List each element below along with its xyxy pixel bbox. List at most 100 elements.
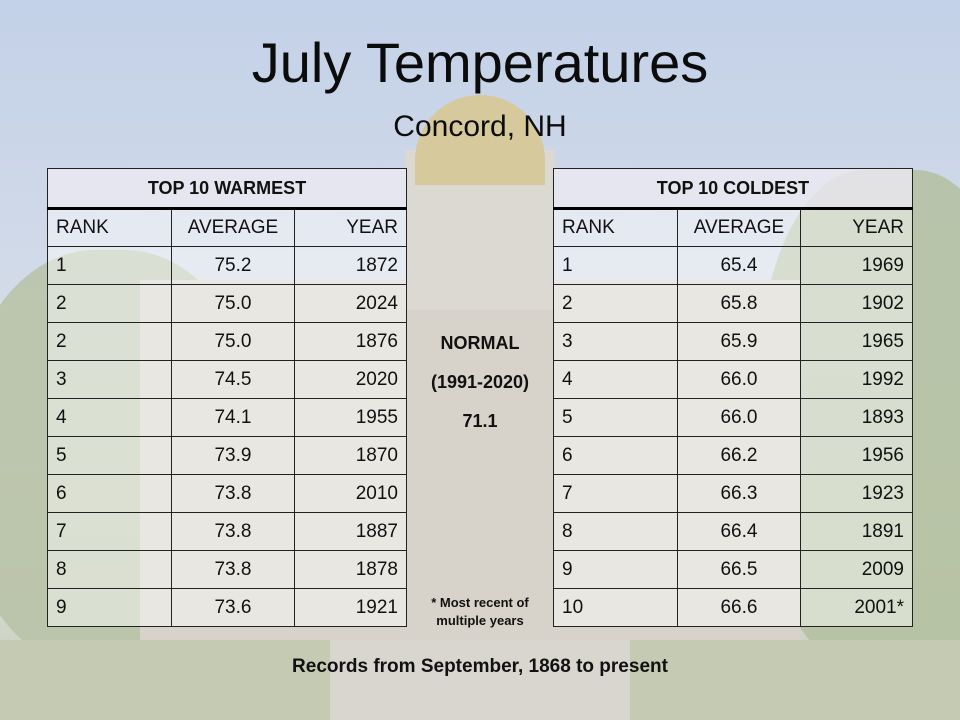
table-row: 7 66.3 1923 (553, 474, 913, 513)
rank-cell: 2 (47, 322, 172, 361)
table-row: 7 73.8 1887 (47, 512, 407, 551)
table-row: 9 73.6 1921 (47, 588, 407, 627)
average-cell: 66.0 (676, 398, 802, 437)
rank-cell: 7 (553, 474, 678, 513)
column-header-year: YEAR (294, 208, 407, 247)
year-cell: 1887 (294, 512, 407, 551)
coldest-table: TOP 10 COLDEST RANK AVERAGE YEAR 1 65.4 19… (553, 168, 913, 627)
year-cell: 1870 (294, 436, 407, 475)
rank-cell: 4 (47, 398, 172, 437)
rank-cell: 1 (47, 246, 172, 285)
normal-period: (1991-2020) (430, 372, 530, 392)
rank-cell: 10 (553, 588, 678, 627)
average-cell: 66.3 (676, 474, 802, 513)
table-row: 5 66.0 1893 (553, 398, 913, 437)
year-cell: 1969 (800, 246, 913, 285)
table-row: 6 73.8 2010 (47, 474, 407, 513)
average-cell: 66.6 (676, 588, 802, 627)
year-cell: 1902 (800, 284, 913, 323)
average-cell: 66.4 (676, 512, 802, 551)
table-row: 8 73.8 1878 (47, 550, 407, 589)
rank-cell: 5 (47, 436, 172, 475)
year-cell: 1893 (800, 398, 913, 437)
average-cell: 73.9 (170, 436, 296, 475)
table-row: 2 75.0 2024 (47, 284, 407, 323)
rank-cell: 7 (47, 512, 172, 551)
year-cell: 1965 (800, 322, 913, 361)
column-header-average: AVERAGE (676, 208, 802, 247)
rank-cell: 8 (553, 512, 678, 551)
table-heading: TOP 10 COLDEST (553, 168, 913, 210)
rank-cell: 5 (553, 398, 678, 437)
year-cell: 2001* (800, 588, 913, 627)
warmest-table: TOP 10 WARMEST RANK AVERAGE YEAR 1 75.2 18… (47, 168, 407, 627)
rank-cell: 2 (47, 284, 172, 323)
year-cell: 1923 (800, 474, 913, 513)
footnote-line-1: * Most recent of (431, 595, 529, 610)
rank-cell: 3 (47, 360, 172, 399)
table-row: 5 73.9 1870 (47, 436, 407, 475)
average-cell: 74.1 (170, 398, 296, 437)
footnote-line-2: multiple years (436, 613, 524, 628)
average-cell: 73.6 (170, 588, 296, 627)
year-cell: 1872 (294, 246, 407, 285)
column-header-rank: RANK (553, 208, 678, 247)
average-cell: 65.9 (676, 322, 802, 361)
table-row: 3 65.9 1965 (553, 322, 913, 361)
table-row: 2 75.0 1876 (47, 322, 407, 361)
table-row: 1 75.2 1872 (47, 246, 407, 285)
year-cell: 2010 (294, 474, 407, 513)
average-cell: 74.5 (170, 360, 296, 399)
average-cell: 65.8 (676, 284, 802, 323)
year-cell: 1891 (800, 512, 913, 551)
rank-cell: 8 (47, 550, 172, 589)
average-cell: 73.8 (170, 550, 296, 589)
column-header-year: YEAR (800, 208, 913, 247)
table-row: 1 65.4 1969 (553, 246, 913, 285)
average-cell: 75.0 (170, 284, 296, 323)
year-cell: 1956 (800, 436, 913, 475)
table-heading: TOP 10 WARMEST (47, 168, 407, 210)
table-row: 2 65.8 1902 (553, 284, 913, 323)
rank-cell: 3 (553, 322, 678, 361)
walkway (330, 640, 630, 720)
rank-cell: 6 (553, 436, 678, 475)
rank-cell: 9 (47, 588, 172, 627)
rank-cell: 9 (553, 550, 678, 589)
table-row: 3 74.5 2020 (47, 360, 407, 399)
footnote: * Most recent of multiple years (412, 594, 548, 630)
average-cell: 75.2 (170, 246, 296, 285)
page-title: July Temperatures (251, 31, 709, 94)
average-cell: 66.5 (676, 550, 802, 589)
average-cell: 73.8 (170, 512, 296, 551)
year-cell: 1921 (294, 588, 407, 627)
year-cell: 1992 (800, 360, 913, 399)
table-row: 4 74.1 1955 (47, 398, 407, 437)
table-row: 9 66.5 2009 (553, 550, 913, 589)
year-cell: 2024 (294, 284, 407, 323)
average-cell: 73.8 (170, 474, 296, 513)
rank-cell: 6 (47, 474, 172, 513)
average-cell: 66.0 (676, 360, 802, 399)
rank-cell: 4 (553, 360, 678, 399)
normal-value: 71.1 (462, 411, 498, 431)
year-cell: 2009 (800, 550, 913, 589)
average-cell: 65.4 (676, 246, 802, 285)
year-cell: 1878 (294, 550, 407, 589)
normal-label: NORMAL (440, 333, 520, 353)
column-header-average: AVERAGE (170, 208, 296, 247)
page-subtitle: Concord, NH (393, 110, 567, 143)
year-cell: 1955 (294, 398, 407, 437)
average-cell: 75.0 (170, 322, 296, 361)
rank-cell: 1 (553, 246, 678, 285)
column-header-rank: RANK (47, 208, 172, 247)
table-row: 10 66.6 2001* (553, 588, 913, 627)
year-cell: 2020 (294, 360, 407, 399)
table-row: 6 66.2 1956 (553, 436, 913, 475)
records-footer: Records from September, 1868 to present (292, 656, 668, 677)
year-cell: 1876 (294, 322, 407, 361)
average-cell: 66.2 (676, 436, 802, 475)
rank-cell: 2 (553, 284, 678, 323)
table-row: 4 66.0 1992 (553, 360, 913, 399)
table-row: 8 66.4 1891 (553, 512, 913, 551)
